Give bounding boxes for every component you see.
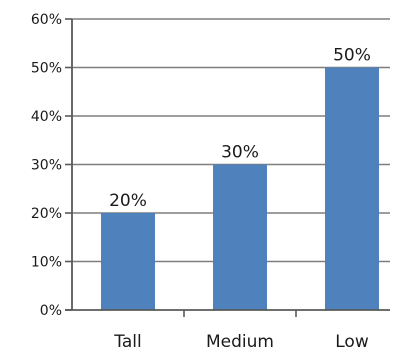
- y-tick-label: 30%: [31, 158, 62, 174]
- x-category-label: Medium: [206, 332, 274, 352]
- x-category-label: Tall: [113, 332, 141, 352]
- bar-medium: [213, 164, 267, 310]
- bars: [101, 67, 379, 310]
- y-tick-label: 10%: [31, 255, 62, 271]
- bar-tall: [101, 213, 155, 310]
- axes: [65, 18, 390, 317]
- data-label: 20%: [109, 191, 147, 211]
- x-category-label: Low: [335, 332, 369, 352]
- y-tick-label: 50%: [31, 61, 62, 77]
- y-tick-label: 60%: [31, 12, 62, 28]
- y-tick-label: 40%: [31, 109, 62, 125]
- data-label: 50%: [333, 46, 371, 66]
- labels: 0% 10% 20% 30% 40% 50% 60% 20% Tall 30% Medium 50% L…: [31, 12, 371, 352]
- bar-low: [325, 67, 379, 310]
- y-tick-label: 20%: [31, 206, 62, 222]
- y-tick-label: 0%: [40, 303, 62, 319]
- data-label: 30%: [221, 143, 259, 163]
